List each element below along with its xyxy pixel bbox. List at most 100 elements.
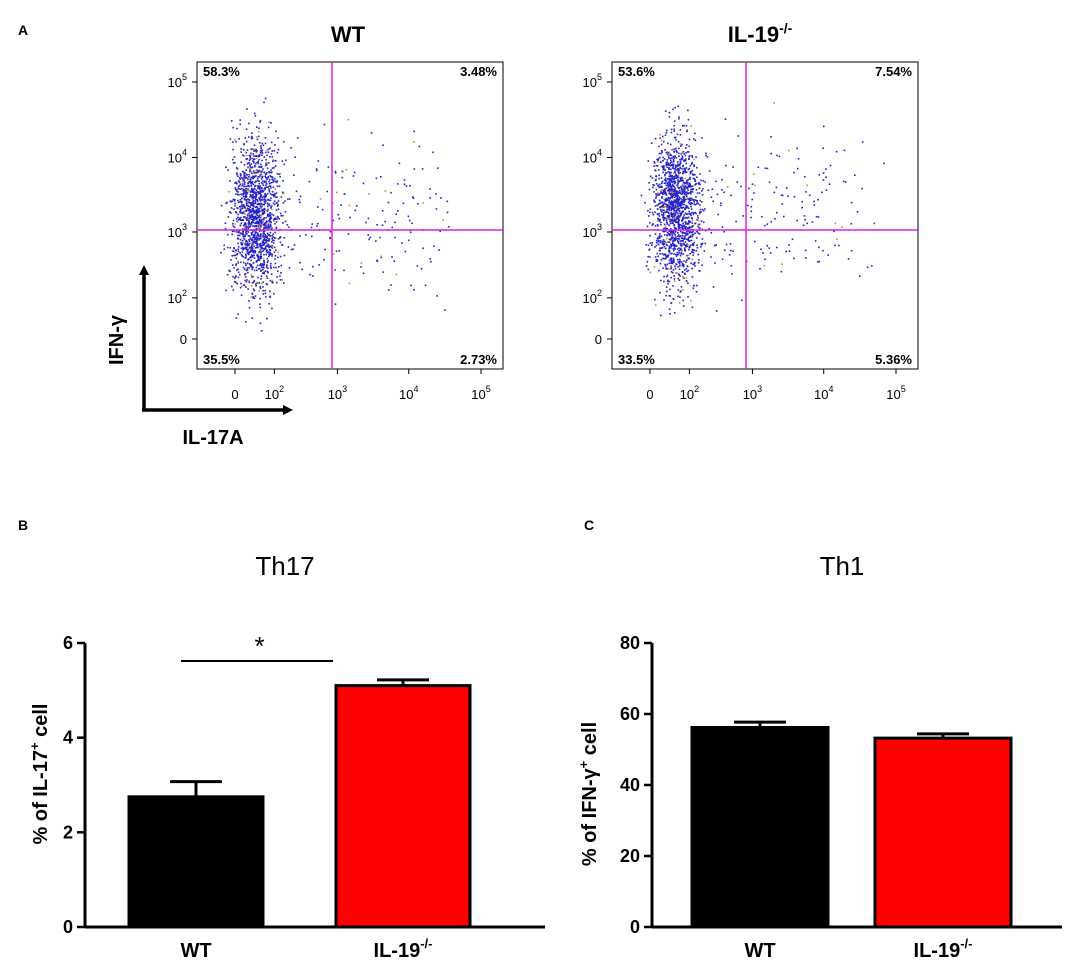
flow-event-dot bbox=[243, 284, 245, 287]
flow-event-dot bbox=[681, 168, 683, 170]
flow-event-dot bbox=[259, 322, 262, 325]
flow-event-dot bbox=[673, 243, 676, 246]
flow-event-dot bbox=[670, 267, 672, 270]
flow-event-dot bbox=[781, 263, 783, 265]
flow-event-dot bbox=[649, 208, 652, 210]
flow-event-dot bbox=[669, 201, 672, 204]
flow-event-dot bbox=[230, 120, 233, 122]
flow-event-dot bbox=[673, 196, 676, 198]
flow-event-dot bbox=[759, 268, 761, 270]
flow-event-dot bbox=[252, 197, 255, 200]
flow-event-dot bbox=[257, 256, 259, 258]
flow-event-dot bbox=[685, 147, 687, 149]
flow-event-dot bbox=[245, 281, 248, 283]
flow-event-dot bbox=[680, 200, 683, 203]
flow-event-dot bbox=[660, 259, 663, 261]
flow-event-dot bbox=[699, 208, 702, 211]
flow-event-dot bbox=[675, 150, 678, 152]
flow-event-dot bbox=[673, 151, 675, 153]
flow-event-dot bbox=[239, 219, 242, 221]
flow-event-dot bbox=[270, 266, 272, 269]
flow-event-dot bbox=[827, 254, 829, 256]
flow-event-dot bbox=[248, 214, 251, 217]
flow-event-dot bbox=[256, 228, 259, 230]
flow-event-dot bbox=[272, 160, 274, 163]
flow-event-dot bbox=[684, 182, 687, 184]
flow-event-dot bbox=[682, 218, 684, 220]
flow-event-dot bbox=[273, 203, 276, 206]
flow-event-dot bbox=[659, 233, 661, 235]
flow-event-dot bbox=[657, 240, 660, 243]
flow-event-dot bbox=[690, 199, 692, 201]
flow-event-dot bbox=[263, 260, 265, 263]
flow-event-dot bbox=[268, 189, 271, 192]
flow-event-dot bbox=[655, 183, 658, 185]
flow-event-dot bbox=[235, 281, 237, 284]
flow-event-dot bbox=[670, 171, 672, 174]
flow-event-dot bbox=[245, 140, 248, 143]
flow-event-dot bbox=[253, 161, 255, 164]
flow-event-dot bbox=[265, 266, 268, 268]
flow-event-dot bbox=[266, 177, 269, 179]
flow-event-dot bbox=[666, 223, 669, 225]
flow-event-dot bbox=[659, 253, 661, 255]
flow-event-dot bbox=[665, 294, 667, 297]
flow-event-dot bbox=[393, 260, 395, 262]
flow-event-dot bbox=[263, 218, 265, 221]
flow-event-dot bbox=[271, 237, 273, 240]
flow-event-dot bbox=[669, 205, 671, 208]
flow-event-dot bbox=[850, 249, 853, 252]
flow-event-dot bbox=[280, 214, 282, 217]
flow-event-dot bbox=[685, 198, 687, 201]
flow-event-dot bbox=[240, 197, 243, 200]
flow-event-dot bbox=[688, 240, 690, 242]
flow-event-dot bbox=[254, 199, 256, 202]
flow-event-dot bbox=[680, 192, 682, 195]
flow-event-dot bbox=[250, 203, 253, 205]
x-tick-exponent: 3 bbox=[757, 384, 762, 394]
x-tick-exponent: 2 bbox=[279, 384, 284, 394]
flow-event-dot bbox=[265, 222, 267, 224]
flow-event-dot bbox=[251, 256, 254, 258]
flow-event-dot bbox=[238, 231, 240, 234]
flow-event-dot bbox=[685, 171, 688, 173]
flow-event-dot bbox=[247, 176, 250, 178]
flow-event-dot bbox=[257, 160, 259, 163]
flow-event-dot bbox=[655, 164, 658, 167]
flow-event-dot bbox=[233, 208, 235, 210]
flow-event-dot bbox=[804, 249, 807, 252]
flow-event-dot bbox=[678, 204, 681, 206]
flow-event-dot bbox=[689, 176, 691, 179]
flow-event-dot bbox=[269, 253, 271, 256]
flow-event-dot bbox=[391, 226, 393, 229]
flow-event-dot bbox=[234, 251, 236, 254]
flow-event-dot bbox=[239, 211, 241, 213]
flow-event-dot bbox=[644, 201, 646, 204]
flow-event-dot bbox=[255, 218, 258, 221]
flow-event-dot bbox=[329, 230, 332, 233]
flow-event-dot bbox=[663, 228, 665, 230]
y-tick-label: 102 bbox=[583, 288, 602, 306]
flow-event-dot bbox=[261, 142, 264, 145]
flow-event-dot bbox=[271, 307, 273, 310]
flow-event-dot bbox=[825, 189, 828, 191]
flow-event-dot bbox=[677, 167, 679, 170]
flow-event-dot bbox=[261, 235, 263, 238]
flow-event-dot bbox=[435, 193, 437, 195]
flow-event-dot bbox=[253, 191, 255, 194]
flow-event-dot bbox=[283, 140, 285, 143]
flow-event-dot bbox=[276, 281, 278, 284]
flow-event-dot bbox=[259, 205, 262, 207]
flow-event-dot bbox=[246, 226, 248, 229]
th1-y-axis-label: % of IFN-γ+ cell bbox=[576, 722, 601, 866]
flow-event-dot bbox=[229, 180, 231, 182]
flow-event-dot bbox=[274, 188, 277, 190]
flow-event-dot bbox=[667, 254, 669, 256]
flow-event-dot bbox=[234, 188, 237, 191]
flow-event-dot bbox=[710, 196, 713, 198]
flow-event-dot bbox=[234, 204, 236, 207]
flow-event-dot bbox=[273, 195, 275, 198]
flow-event-dot bbox=[674, 106, 676, 109]
flow-event-dot bbox=[684, 260, 686, 263]
